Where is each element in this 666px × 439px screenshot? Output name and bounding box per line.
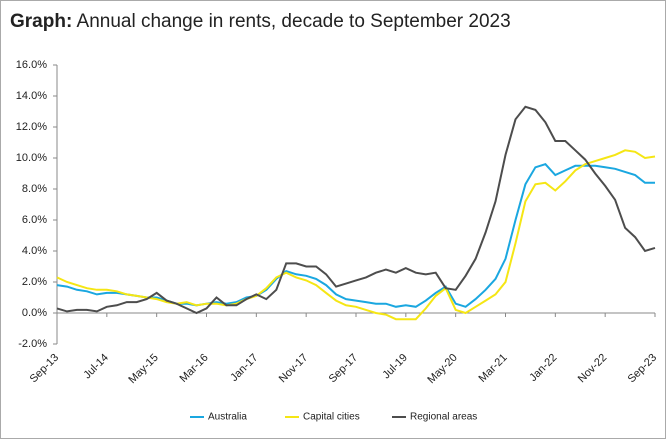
y-tick-label: 8.0% (22, 183, 47, 195)
y-tick-label: 16.0% (16, 59, 47, 71)
title-prefix: Graph: (10, 11, 72, 32)
y-tick-label: 0.0% (22, 307, 47, 319)
y-tick-label: 2.0% (22, 276, 47, 288)
legend-label: Regional areas (410, 412, 477, 423)
y-tick-label: 12.0% (16, 121, 47, 133)
y-tick-label: -2.0% (18, 338, 47, 350)
series-line (56, 105, 656, 315)
series-line (56, 163, 655, 308)
y-tick-label: 14.0% (16, 90, 47, 102)
y-tick-label: 4.0% (22, 245, 47, 257)
chart-title: Graph: Annual change in rents, decade to… (10, 11, 511, 32)
y-tick-label: 10.0% (16, 152, 47, 164)
y-tick-label: 6.0% (22, 214, 47, 226)
series-line (56, 149, 656, 321)
legend-label: Australia (208, 412, 247, 423)
legend-label: Capital cities (303, 412, 360, 423)
title-text: Annual change in rents, decade to Septem… (77, 11, 511, 32)
